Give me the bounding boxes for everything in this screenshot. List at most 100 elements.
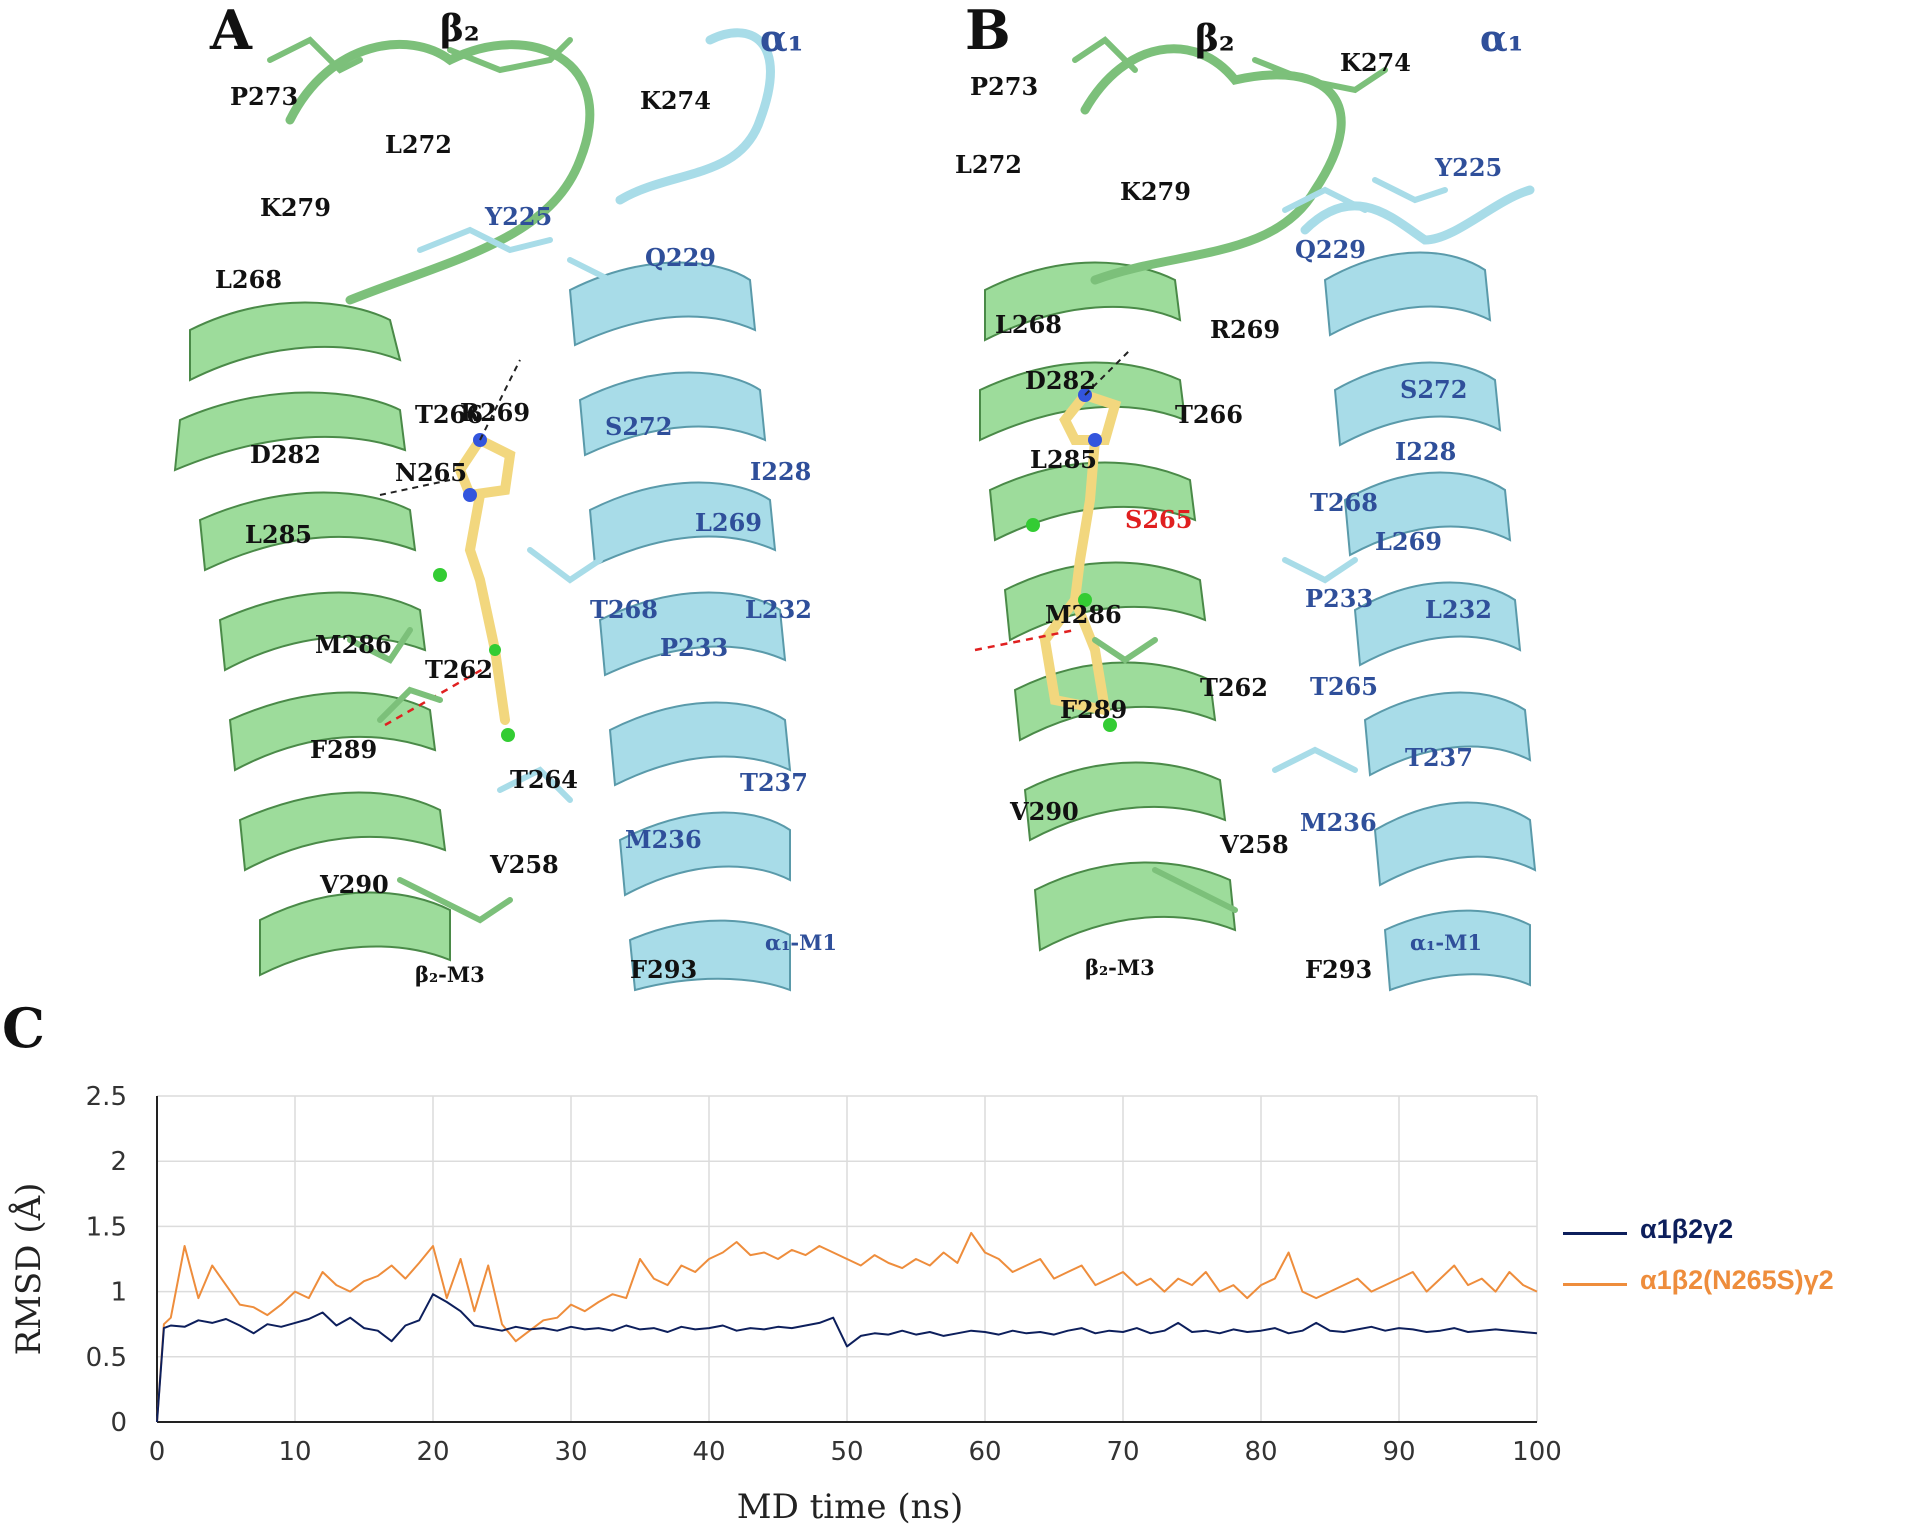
- panel-a-structure: A β₂ α₁ P273 L272 K279 L268 R269 T266 D2…: [150, 0, 900, 995]
- y-tick-label: 2: [110, 1147, 127, 1177]
- chart-series: [156, 1231, 1538, 1423]
- residue-label: T262: [425, 655, 493, 684]
- y-tick-label: 0: [110, 1408, 127, 1438]
- x-tick-label: 90: [1382, 1437, 1415, 1467]
- residue-label: P273: [970, 72, 1039, 101]
- residue-label: K274: [640, 86, 711, 115]
- residue-label: F293: [1305, 955, 1373, 984]
- residue-label: F293: [630, 955, 698, 984]
- residue-label: S272: [1400, 375, 1468, 404]
- mutant-residue-label: S265: [1125, 505, 1193, 534]
- residue-label: D282: [1025, 366, 1096, 395]
- chart-ticks: 0 10 20 30 40 50 60 70 80 90 100 0 0.5 1 1.5 2 2.5: [86, 1082, 1562, 1467]
- residue-label: R269: [460, 398, 531, 427]
- alpha-m1-helix: [568, 261, 792, 992]
- residue-label: S272: [605, 412, 673, 441]
- series-line-mutant: [156, 1231, 1538, 1423]
- chart-axes: [156, 1096, 1537, 1423]
- panel-b-structure: B β₂ α₁ P273 K274 L272 K279 L268 R269 D2…: [955, 0, 1575, 995]
- alpha-m1-helix: [1323, 251, 1537, 992]
- residue-label: P273: [230, 82, 299, 111]
- x-tick-label: 20: [416, 1437, 449, 1467]
- residue-label: L272: [955, 150, 1022, 179]
- residue-label: T264: [510, 765, 578, 794]
- residue-label: L272: [385, 130, 452, 159]
- hbond-dash-2: [379, 479, 451, 496]
- series-line-wt: [156, 1293, 1538, 1423]
- residue-label: α₁-M1: [765, 930, 837, 955]
- residue-label: N265: [395, 458, 468, 487]
- x-tick-label: 40: [692, 1437, 725, 1467]
- rmsd-line-chart: 0 10 20 30 40 50 60 70 80 90 100 0 0.5 1 1.5 2 2.5 MD ti…: [8, 1082, 1562, 1527]
- residue-label: Q229: [1295, 235, 1367, 264]
- legend-label-wt: α1β2γ2: [1640, 1214, 1734, 1244]
- y-tick-label: 2.5: [86, 1082, 127, 1112]
- residue-label: V258: [490, 850, 559, 879]
- y-tick-label: 1: [110, 1278, 127, 1308]
- pi-interaction-dash: [974, 628, 1076, 652]
- residue-label: L268: [215, 265, 282, 294]
- residue-label: M236: [625, 825, 702, 854]
- legend-swatch-wt: [1563, 1232, 1627, 1235]
- residue-label: M286: [1045, 600, 1122, 629]
- beta-m3-helix: [173, 301, 451, 977]
- residue-label: T266: [1175, 400, 1243, 429]
- residue-label: L269: [695, 508, 762, 537]
- residue-label: K274: [1340, 48, 1411, 77]
- residue-label: F289: [1060, 695, 1128, 724]
- panel-b-structure-drawing: [974, 36, 1537, 992]
- residue-label: P233: [1305, 584, 1374, 613]
- x-tick-label: 0: [149, 1437, 166, 1467]
- residue-label: V258: [1220, 830, 1289, 859]
- residue-label: I228: [1395, 437, 1457, 466]
- residue-label: T268: [1310, 488, 1378, 517]
- residue-label: F289: [310, 735, 378, 764]
- residue-label: L285: [245, 520, 312, 549]
- x-tick-label: 10: [278, 1437, 311, 1467]
- beta-loop: [1080, 44, 1346, 285]
- residue-label: β₂-M3: [1085, 955, 1155, 980]
- x-axis-label: MD time (ns): [737, 1487, 963, 1527]
- y-tick-label: 1.5: [86, 1212, 127, 1242]
- residue-label: T237: [1405, 743, 1473, 772]
- panel-a-letter: A: [210, 0, 252, 62]
- legend-swatch-mutant: [1563, 1283, 1627, 1286]
- panel-a-chain-beta: β₂: [440, 8, 480, 50]
- residue-label: L268: [995, 310, 1062, 339]
- residue-label: T237: [740, 768, 808, 797]
- residue-label: L232: [1425, 595, 1492, 624]
- alpha-loop: [615, 28, 775, 205]
- residue-label: β₂-M3: [415, 962, 485, 987]
- residue-label: L232: [745, 595, 812, 624]
- x-tick-label: 80: [1244, 1437, 1277, 1467]
- panel-a-chain-alpha: α₁: [760, 18, 804, 60]
- x-tick-label: 50: [830, 1437, 863, 1467]
- side-chains: [1072, 36, 1448, 913]
- residue-label: T265: [1310, 672, 1378, 701]
- residue-label: T266: [415, 400, 483, 429]
- residue-label: α₁-M1: [1410, 930, 1482, 955]
- residue-label: M286: [315, 630, 392, 659]
- residue-label: M236: [1300, 808, 1377, 837]
- rmsd-chart-panel: C 0 10 20 30 40 50 60 70 80 90 100 0 0.5 1 1.5 2 2.5 MD …: [0, 996, 1920, 1528]
- residue-label: R269: [1210, 315, 1281, 344]
- beta-loop: [285, 39, 595, 305]
- residue-label: Y225: [1435, 153, 1503, 182]
- residue-label: V290: [320, 870, 389, 899]
- hbond-dash: [479, 359, 521, 441]
- residue-label: I228: [750, 457, 812, 486]
- residue-label: Q229: [645, 243, 717, 272]
- residue-label: L285: [1030, 445, 1097, 474]
- alpha-loop: [1300, 185, 1535, 245]
- residue-label: T262: [1200, 673, 1268, 702]
- residue-label: K279: [260, 193, 331, 222]
- x-tick-label: 30: [554, 1437, 587, 1467]
- side-chains: [267, 36, 653, 924]
- y-tick-label: 0.5: [86, 1343, 127, 1373]
- residue-label: L269: [1375, 527, 1442, 556]
- panel-a-structure-drawing: [173, 28, 792, 992]
- x-tick-label: 60: [968, 1437, 1001, 1467]
- residue-label: Y225: [485, 202, 553, 231]
- panel-b-letter: B: [965, 0, 1011, 62]
- panel-c-letter: C: [2, 996, 45, 1060]
